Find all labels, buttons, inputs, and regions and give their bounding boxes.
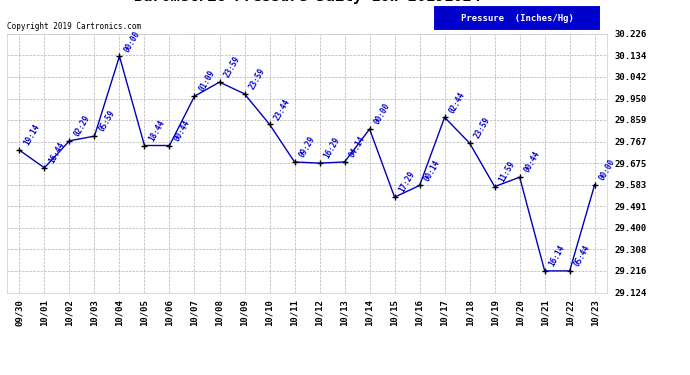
Text: 16:44: 16:44 (47, 141, 66, 165)
Text: 17:29: 17:29 (397, 170, 417, 194)
Text: 05:44: 05:44 (573, 244, 592, 268)
Text: 04:14: 04:14 (347, 135, 366, 159)
Text: 02:44: 02:44 (447, 90, 466, 114)
Title: Barometric Pressure Daily Low 20191024: Barometric Pressure Daily Low 20191024 (134, 0, 480, 4)
Text: 09:29: 09:29 (297, 135, 317, 159)
Text: 16:29: 16:29 (322, 136, 342, 160)
Text: 23:59: 23:59 (247, 66, 266, 91)
Text: 00:44: 00:44 (522, 150, 542, 174)
Text: 23:44: 23:44 (273, 97, 292, 122)
Text: 11:59: 11:59 (497, 159, 517, 184)
Text: 16:14: 16:14 (547, 244, 566, 268)
Text: 00:00: 00:00 (122, 29, 141, 54)
Text: 02:29: 02:29 (72, 114, 92, 138)
Text: 00:14: 00:14 (422, 158, 442, 183)
Text: 00:44: 00:44 (172, 118, 192, 143)
Text: 23:59: 23:59 (222, 55, 242, 80)
Text: 23:59: 23:59 (473, 116, 492, 140)
Text: 18:44: 18:44 (147, 118, 166, 143)
Text: 05:59: 05:59 (97, 109, 117, 134)
Text: 00:00: 00:00 (598, 158, 617, 182)
Text: 19:14: 19:14 (22, 123, 41, 147)
Text: 00:00: 00:00 (373, 102, 392, 126)
Text: 01:09: 01:09 (197, 69, 217, 93)
Text: Copyright 2019 Cartronics.com: Copyright 2019 Cartronics.com (7, 22, 141, 31)
